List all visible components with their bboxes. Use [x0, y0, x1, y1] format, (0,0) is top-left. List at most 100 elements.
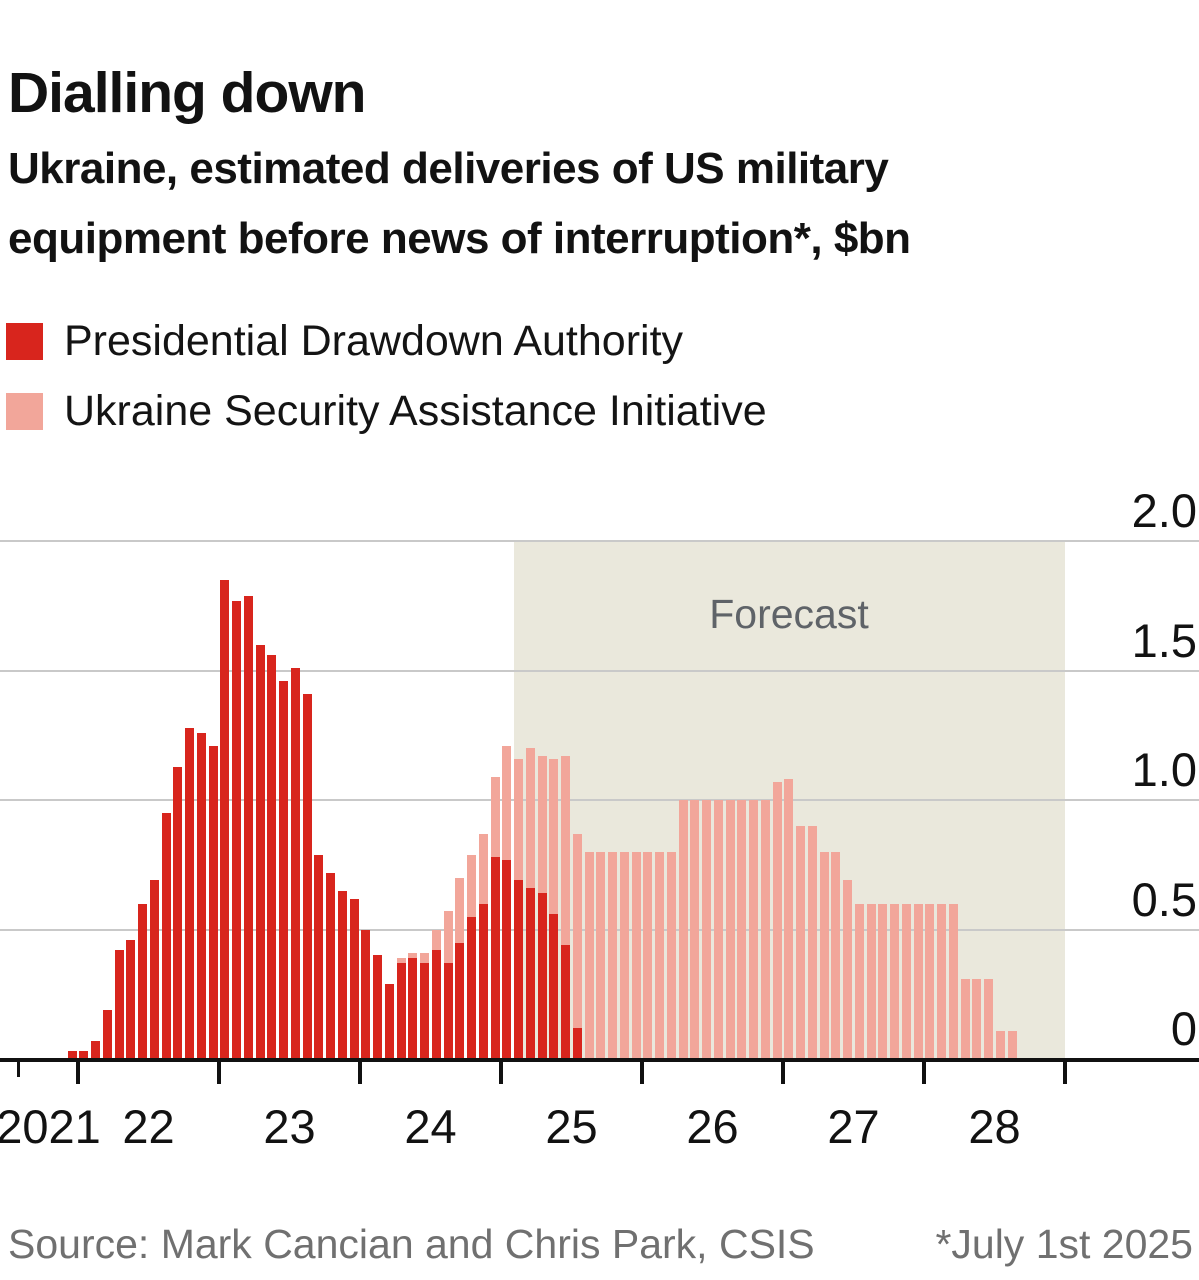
pda-segment: [79, 1051, 89, 1059]
pda-segment: [349, 898, 359, 1059]
usai-segment: [467, 854, 477, 917]
legend-label-pda: Presidential Drawdown Authority: [64, 317, 684, 365]
bar-month-29: [408, 952, 418, 1059]
bar-month-22: [326, 872, 336, 1059]
pda-segment: [396, 963, 406, 1059]
pda-segment: [337, 890, 347, 1059]
bar-month-73: [925, 903, 935, 1059]
source-row: Source: Mark Cancian and Chris Park, CSI…: [8, 1221, 1193, 1268]
usai-segment: [549, 758, 559, 915]
bar-month-4: [114, 950, 124, 1059]
bar-month-48: [631, 851, 641, 1059]
usai-segment: [843, 880, 853, 1059]
pda-segment: [420, 963, 430, 1059]
usai-segment: [690, 800, 700, 1059]
usai-segment: [866, 903, 876, 1059]
usai-segment: [831, 851, 841, 1059]
bar-month-24: [349, 898, 359, 1059]
bar-month-46: [608, 851, 618, 1059]
pda-segment: [502, 859, 512, 1059]
pda-segment: [102, 1009, 112, 1059]
bar-month-50: [655, 851, 665, 1059]
bar-month-14: [232, 600, 242, 1059]
usai-segment: [948, 903, 958, 1059]
axis-start-tick: [17, 1062, 20, 1077]
pda-segment: [384, 983, 394, 1059]
usai-segment: [608, 851, 618, 1059]
usai-segment: [702, 800, 712, 1059]
usai-segment: [502, 745, 512, 860]
bar-month-65: [831, 851, 841, 1059]
x-tick-label-28: 28: [968, 1100, 1021, 1153]
bar-month-9: [173, 766, 183, 1059]
usai-segment: [749, 800, 759, 1059]
bar-month-43: [572, 833, 582, 1059]
pda-segment: [279, 681, 289, 1059]
pda-segment: [114, 950, 124, 1059]
pda-segment: [91, 1040, 101, 1059]
pda-segment: [537, 893, 547, 1059]
usai-segment: [420, 952, 430, 964]
pda-segment: [232, 600, 242, 1059]
bar-month-76: [960, 978, 970, 1059]
bar-month-17: [267, 655, 277, 1059]
bar-month-34: [467, 854, 477, 1059]
pda-segment: [126, 939, 136, 1059]
usai-segment: [796, 826, 806, 1059]
gridline-2.0: [0, 540, 1199, 543]
bar-month-60: [772, 782, 782, 1059]
bar-month-80: [1007, 1030, 1017, 1059]
usai-segment: [807, 826, 817, 1059]
bar-month-7: [149, 880, 159, 1059]
bar-month-39: [525, 748, 535, 1059]
bar-month-42: [561, 756, 571, 1059]
bar-month-62: [796, 826, 806, 1059]
bar-month-19: [290, 668, 300, 1059]
bar-month-68: [866, 903, 876, 1059]
chart-subtitle: Ukraine, estimated deliveries of US mili…: [8, 144, 911, 263]
bar-month-77: [972, 978, 982, 1059]
bar-month-32: [443, 911, 453, 1059]
pda-segment: [373, 955, 383, 1059]
usai-segment: [455, 877, 465, 943]
pda-segment: [431, 950, 441, 1059]
bar-month-25: [361, 929, 371, 1059]
usai-segment: [784, 779, 794, 1059]
usai-segment: [643, 851, 653, 1059]
bar-month-1: [79, 1051, 89, 1059]
pda-segment: [290, 668, 300, 1059]
bar-month-79: [995, 1030, 1005, 1059]
gridline-1.5: [0, 669, 1199, 672]
bar-month-6: [138, 903, 148, 1059]
bar-month-0: [67, 1051, 77, 1059]
bar-month-78: [984, 978, 994, 1059]
usai-segment: [995, 1030, 1005, 1059]
usai-segment: [819, 851, 829, 1059]
usai-segment: [1007, 1030, 1017, 1059]
bar-month-36: [490, 776, 500, 1059]
usai-segment: [713, 800, 723, 1059]
y-tick-label-0.5: 0.5: [1131, 872, 1197, 926]
bar-month-47: [619, 851, 629, 1059]
usai-segment: [478, 833, 488, 904]
bar-month-13: [220, 580, 230, 1059]
pda-segment: [361, 929, 371, 1059]
pda-segment: [326, 872, 336, 1059]
usai-segment: [490, 776, 500, 858]
bar-month-28: [396, 958, 406, 1059]
usai-segment: [572, 833, 582, 1028]
usai-segment: [737, 800, 747, 1059]
pda-segment: [185, 727, 195, 1059]
usai-segment: [913, 903, 923, 1059]
pda-segment: [220, 580, 230, 1059]
x-tick-label-26: 26: [686, 1100, 739, 1153]
bar-month-16: [255, 644, 265, 1059]
bar-month-59: [760, 800, 770, 1059]
page-title: Dialling down: [8, 61, 366, 126]
usai-segment: [408, 952, 418, 959]
pda-segment: [302, 694, 312, 1059]
x-tick-label-24: 24: [404, 1100, 457, 1153]
bar-month-56: [725, 800, 735, 1059]
year-tick-2025: [499, 1062, 503, 1084]
